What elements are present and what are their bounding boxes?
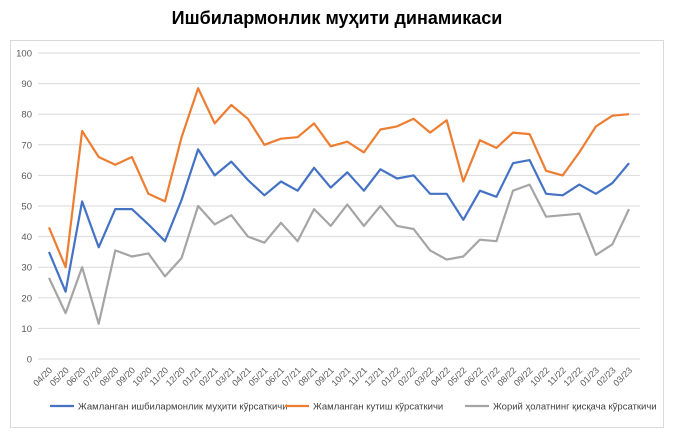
y-tick-label: 70 — [21, 140, 32, 151]
x-tick-label: 10/22 — [528, 365, 551, 388]
legend-label-2: Жамланган кутиш кўрсаткичи — [313, 402, 443, 413]
legend-label-1: Жамланган ишбилармонлик муҳити кўрсаткич… — [78, 402, 288, 413]
legend-label-3: Жорий ҳолатнинг қисқача кўрсаткичи — [493, 402, 657, 413]
y-tick-label: 0 — [27, 355, 32, 366]
y-tick-label: 20 — [21, 293, 32, 304]
y-tick-label: 90 — [21, 79, 32, 90]
y-tick-label: 80 — [21, 110, 32, 121]
series-line-1 — [47, 148, 630, 293]
y-tick-label: 50 — [21, 202, 32, 213]
plot-area-border — [10, 40, 664, 428]
y-tick-label: 100 — [16, 49, 32, 60]
x-tick-label: 10/21 — [330, 365, 353, 388]
y-tick-label: 60 — [21, 171, 32, 182]
x-tick-label: 10/20 — [131, 365, 154, 388]
y-tick-label: 30 — [21, 263, 32, 274]
chart-title: Ишбилармонлик муҳити динамикаси — [171, 8, 503, 28]
series-line-3 — [48, 183, 630, 325]
series-line-2 — [47, 87, 630, 269]
y-tick-label: 40 — [21, 232, 32, 243]
y-tick-label: 10 — [21, 324, 32, 335]
x-tick-label: 03/23 — [611, 365, 634, 388]
